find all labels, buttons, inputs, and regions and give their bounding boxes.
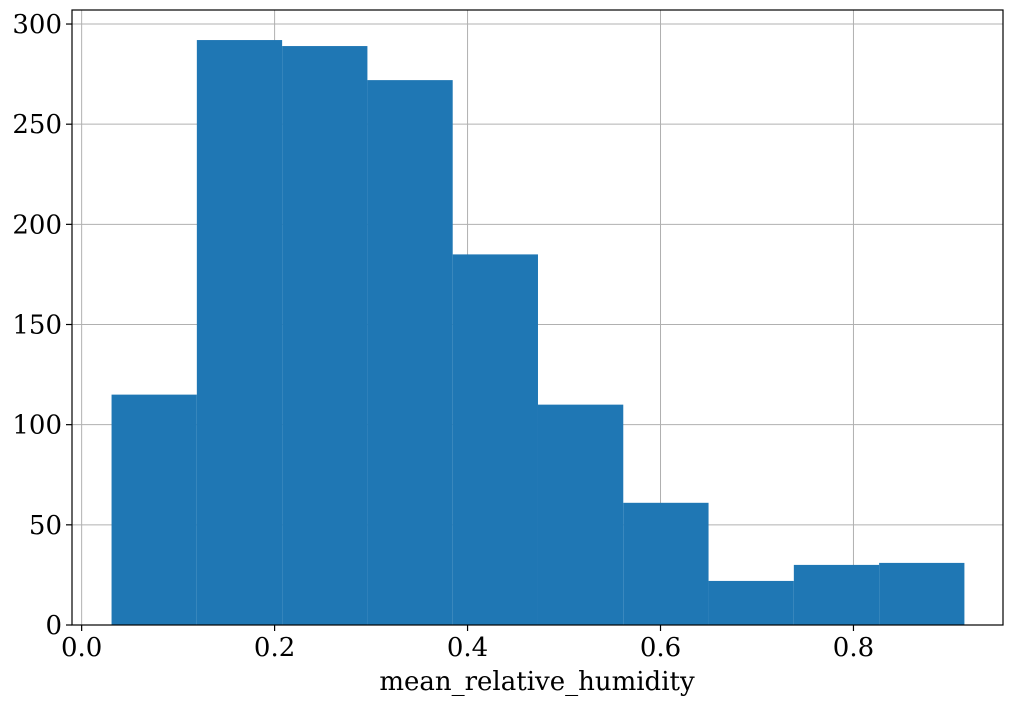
y-tick-label: 50 [29,511,62,541]
y-tick-label: 100 [12,411,62,441]
histogram-bar [196,40,283,626]
y-tick-label: 300 [12,10,62,40]
histogram-bar [111,394,197,625]
x-tick-label: 0.4 [447,633,488,663]
y-axis-ticks: 0 50 100 150 200 250 300 [12,10,72,641]
y-tick-label: 150 [12,311,62,341]
x-tick-label: 0.6 [640,633,681,663]
plot-frame [71,9,1004,626]
histogram-bar [282,46,368,625]
x-tick-label: 0.0 [61,633,102,663]
histogram-bars [111,40,965,626]
x-axis-ticks: 0.0 0.2 0.4 0.6 0.8 [61,625,874,663]
y-tick-label: 250 [12,110,62,140]
histogram-bar [367,80,453,625]
histogram-bar [879,562,965,625]
histogram-bar [623,502,709,625]
x-tick-label: 0.8 [833,633,874,663]
histogram-bar [708,580,794,625]
x-tick-label: 0.2 [254,633,295,663]
histogram-bar [452,254,538,625]
y-tick-label: 200 [12,210,62,240]
histogram-bar [793,564,880,625]
histogram-bar [537,404,624,625]
y-tick-label: 0 [45,611,62,641]
x-axis-label: mean_relative_humidity [379,667,695,697]
